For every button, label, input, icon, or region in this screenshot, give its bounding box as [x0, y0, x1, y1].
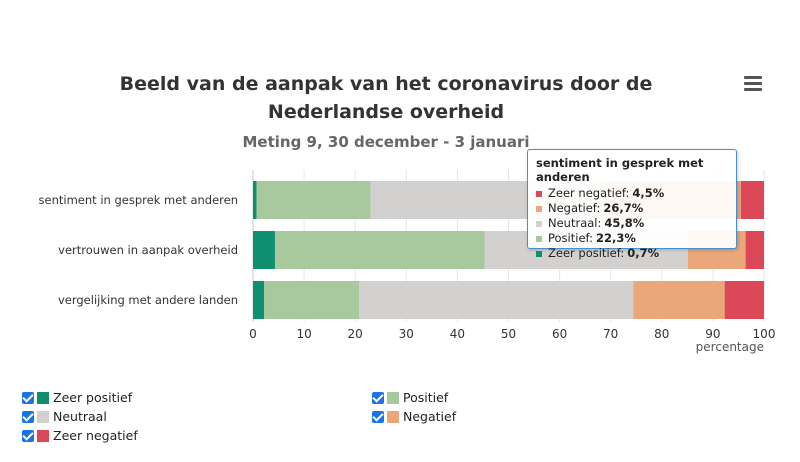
legend-item-neutraal[interactable]: Neutraal: [22, 409, 107, 424]
x-tick-label: 10: [296, 327, 311, 341]
legend-swatch: [37, 410, 49, 423]
tooltip-title: sentiment in gesprek met anderen: [536, 156, 704, 184]
bar-segment[interactable]: [274, 231, 485, 269]
x-axis: 0 10 20 30 40 50 60 70 80 90 100: [249, 327, 775, 341]
tooltip-row-label: Zeer positief:: [548, 246, 625, 260]
bar-segment[interactable]: [359, 281, 634, 319]
legend-swatch: [37, 429, 49, 442]
tooltip-row: Neutraal: 45,8%: [536, 216, 728, 231]
series-dot-icon: [536, 220, 542, 227]
checkbox-icon[interactable]: [22, 391, 34, 404]
series-dot-icon: [536, 235, 542, 242]
chart-subtitle: Meting 9, 30 december - 3 januari: [242, 133, 529, 151]
legend-label: Zeer negatief: [53, 428, 138, 443]
hamburger-menu-icon[interactable]: [744, 76, 762, 91]
bar-segment[interactable]: [633, 281, 725, 319]
bar-segment[interactable]: [745, 231, 764, 269]
tooltip-row-value: 26,7%: [603, 201, 644, 215]
category-label: vertrouwen in aanpak overheid: [58, 243, 238, 257]
legend-swatch: [37, 391, 49, 404]
legend-label: Zeer positief: [53, 390, 133, 405]
category-labels: sentiment in gesprek met anderen vertrouw…: [39, 193, 238, 307]
bar-segment[interactable]: [256, 181, 371, 219]
checkbox-icon[interactable]: [22, 429, 34, 442]
chart-title-line-2: Nederlandse overheid: [268, 101, 504, 123]
legend-item-positief[interactable]: Positief: [372, 390, 448, 405]
legend-label: Positief: [403, 390, 449, 405]
tooltip-row-value: 4,5%: [632, 186, 665, 200]
x-axis-title: percentage: [696, 340, 764, 354]
x-tick-label: 70: [603, 327, 618, 341]
legend-label: Negatief: [403, 409, 457, 424]
category-label: vergelijking met andere landen: [58, 293, 238, 307]
x-tick-label: 90: [705, 327, 720, 341]
legend-label: Neutraal: [53, 409, 107, 424]
bar-segment[interactable]: [264, 281, 360, 319]
bar-segment[interactable]: [253, 281, 265, 319]
x-tick-label: 20: [348, 327, 363, 341]
category-label: sentiment in gesprek met anderen: [39, 193, 238, 207]
tooltip-row-value: 0,7%: [627, 246, 660, 260]
series-dot-icon: [536, 190, 542, 197]
series-dot-icon: [536, 250, 542, 257]
tooltip-row: Negatief: 26,7%: [536, 201, 728, 216]
bar-segment[interactable]: [253, 181, 257, 219]
x-tick-label: 0: [249, 327, 257, 341]
x-tick-label: 60: [552, 327, 567, 341]
legend-item-zeer-negatief[interactable]: Zeer negatief: [22, 428, 138, 443]
tooltip-row: Zeer negatief: 4,5%: [536, 186, 728, 201]
tooltip-row: Positief: 22,3%: [536, 231, 728, 246]
x-tick-label: 40: [450, 327, 465, 341]
bar-segment[interactable]: [253, 231, 275, 269]
legend-item-zeer-positief[interactable]: Zeer positief: [22, 390, 132, 405]
x-tick-label: 30: [399, 327, 414, 341]
legend-swatch: [387, 410, 399, 423]
tooltip-row-label: Zeer negatief:: [548, 186, 630, 200]
series-dot-icon: [536, 205, 542, 212]
checkbox-icon[interactable]: [372, 410, 384, 423]
tooltip-row-value: 45,8%: [604, 216, 645, 230]
chart-title-line-1: Beeld van de aanpak van het coronavirus …: [120, 73, 653, 95]
x-tick-label: 100: [753, 327, 776, 341]
tooltip-row-label: Negatief:: [548, 201, 601, 215]
tooltip: sentiment in gesprek met anderen Zeer ne…: [527, 149, 737, 260]
bar-segment[interactable]: [724, 281, 764, 319]
tooltip-row-value: 22,3%: [596, 231, 636, 245]
x-tick-label: 80: [654, 327, 669, 341]
legend-swatch: [387, 391, 399, 404]
checkbox-icon[interactable]: [372, 391, 384, 404]
tooltip-row-label: Neutraal:: [548, 216, 602, 230]
checkbox-icon[interactable]: [22, 410, 34, 423]
tooltip-row-label: Positief:: [548, 231, 594, 245]
tooltip-row: Zeer positief: 0,7%: [536, 246, 728, 261]
bar-segment[interactable]: [741, 181, 764, 219]
x-tick-label: 50: [501, 327, 516, 341]
legend-item-negatief[interactable]: Negatief: [372, 409, 456, 424]
